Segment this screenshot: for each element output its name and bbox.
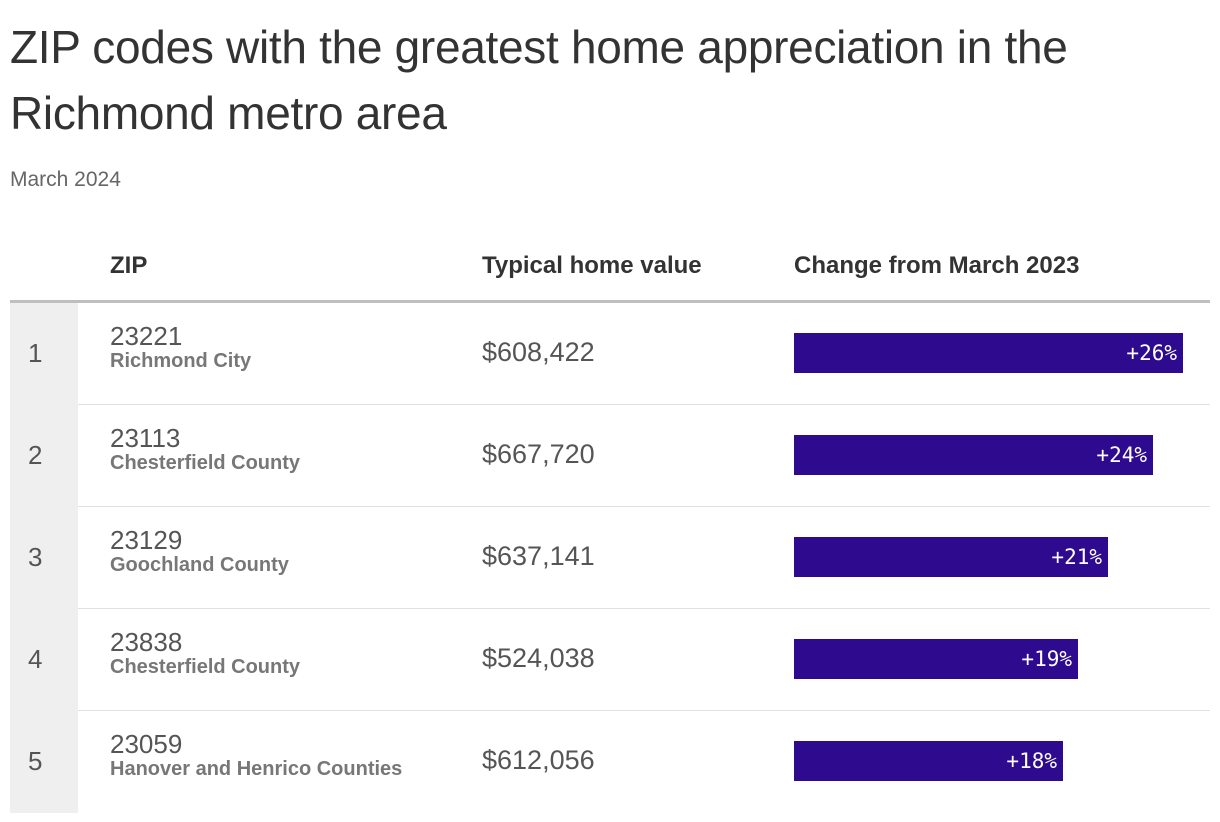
change-bar: +24%: [794, 435, 1153, 475]
typical-home-value: $524,038: [482, 643, 595, 673]
zip-code: 23113: [110, 423, 181, 453]
typical-home-value: $608,422: [482, 337, 595, 367]
chart-subtitle: March 2024: [10, 168, 121, 191]
zip-locality: Goochland County: [110, 554, 289, 576]
rank-number: 5: [28, 746, 43, 776]
change-bar: +21%: [794, 537, 1108, 577]
typical-home-value: $612,056: [482, 745, 595, 775]
rank-number: 4: [28, 644, 43, 674]
change-bar-label: +18%: [1006, 749, 1057, 773]
change-bar-label: +24%: [1096, 443, 1147, 467]
column-header-change: Change from March 2023: [794, 252, 1080, 279]
rank-number: 3: [28, 542, 43, 572]
rank-cell: 5: [10, 711, 78, 813]
zip-code: 23838: [110, 627, 183, 657]
zip-code: 23129: [110, 525, 183, 555]
table-header: ZIP Typical home value Change from March…: [10, 228, 1210, 303]
table-row: 4 23838 Chesterfield County $524,038 +19…: [10, 609, 1210, 711]
zip-locality: Chesterfield County: [110, 452, 301, 474]
zip-locality: Chesterfield County: [110, 656, 301, 678]
change-bar-label: +21%: [1051, 545, 1102, 569]
table-row: 2 23113 Chesterfield County $667,720 +24…: [10, 405, 1210, 507]
change-bar: +19%: [794, 639, 1078, 679]
column-header-zip: ZIP: [110, 252, 148, 279]
table-row: 5 23059 Hanover and Henrico Counties $61…: [10, 711, 1210, 813]
rank-number: 1: [28, 338, 43, 368]
typical-home-value: $637,141: [482, 541, 595, 571]
table-row: 1 23221 Richmond City $608,422 +26%: [10, 303, 1210, 405]
zip-locality: Richmond City: [110, 350, 252, 372]
rank-cell: 2: [10, 405, 78, 507]
rank-cell: 4: [10, 609, 78, 711]
chart-title: ZIP codes with the greatest home appreci…: [10, 21, 1068, 139]
rank-cell: 3: [10, 507, 78, 609]
zip-locality: Hanover and Henrico Counties: [110, 758, 403, 780]
change-bar-label: +19%: [1021, 647, 1072, 671]
zip-code: 23221: [110, 321, 183, 351]
change-bar-label: +26%: [1126, 341, 1177, 365]
typical-home-value: $667,720: [482, 439, 595, 469]
column-header-home-value: Typical home value: [482, 252, 702, 279]
ranking-table: ZIP Typical home value Change from March…: [10, 228, 1210, 813]
change-bar: +18%: [794, 741, 1063, 781]
rank-number: 2: [28, 440, 43, 470]
table-row: 3 23129 Goochland County $637,141 +21%: [10, 507, 1210, 609]
rank-cell: 1: [10, 303, 78, 405]
zip-code: 23059: [110, 729, 183, 759]
change-bar: +26%: [794, 333, 1183, 373]
